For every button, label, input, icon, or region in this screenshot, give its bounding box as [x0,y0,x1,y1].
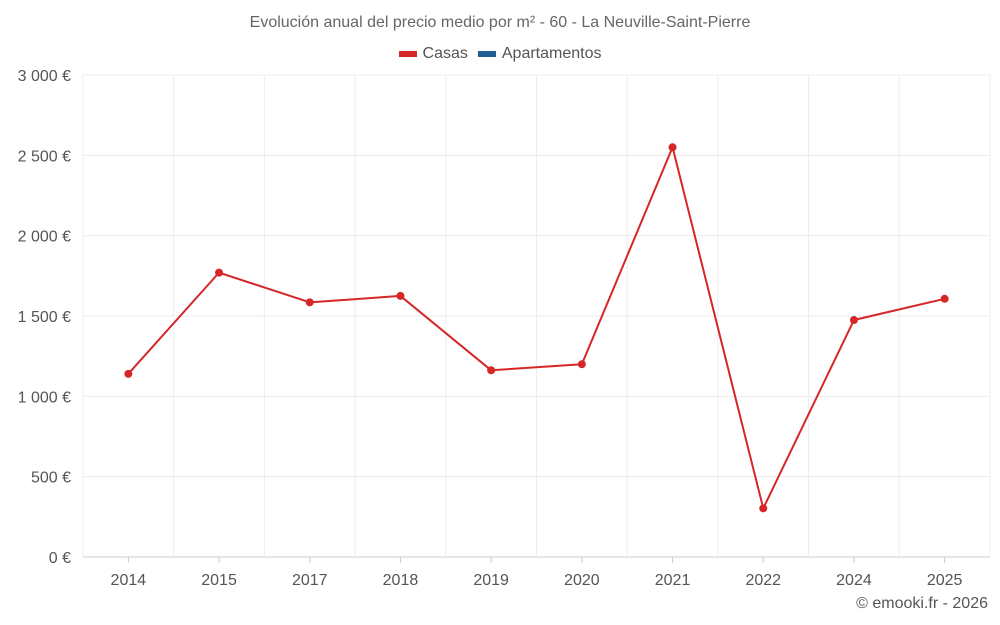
footer-credit: © emooki.fr - 2026 [856,595,988,612]
y-tick-label: 1 000 € [18,389,71,406]
legend-swatch-casas [398,51,417,57]
x-tick-label: 2014 [111,572,147,589]
legend-label-casas: Casas [422,45,468,62]
y-tick-label: 2 000 € [18,229,71,246]
legend-label-apartamentos: Apartamentos [501,45,602,62]
data-point-casas-2025 [940,294,949,303]
data-point-casas-2018 [396,291,405,300]
x-tick-label: 2024 [836,572,872,589]
y-tick-label: 1 500 € [18,309,71,326]
series-line-casas [127,146,945,510]
data-point-casas-2022 [759,504,768,513]
x-tick-label: 2020 [564,572,600,589]
y-tick-label: 500 € [31,470,71,487]
data-point-casas-2019 [487,366,496,375]
y-tick-label: 2 500 € [18,148,71,165]
x-tick-label: 2015 [201,572,237,589]
data-point-casas-2021 [668,143,677,152]
data-point-casas-2014 [124,369,133,378]
legend-item-apartamentos[interactable]: Apartamentos [477,45,602,63]
y-tick-label: 3 000 € [18,68,71,85]
x-tick-label: 2025 [927,572,963,589]
x-tick-label: 2019 [473,572,509,589]
x-tick-label: 2017 [292,572,328,589]
x-tick-label: 2018 [383,572,419,589]
x-tick-label: 2021 [655,572,691,589]
y-tick-label: 0 € [49,550,71,567]
legend-item-casas[interactable]: Casas [398,45,468,63]
x-tick-label: 2022 [745,572,781,589]
data-point-casas-2024 [849,316,858,325]
legend-swatch-apartamentos [477,51,496,57]
data-point-casas-2020 [577,360,586,369]
data-point-casas-2017 [305,298,314,307]
data-point-casas-2015 [215,268,224,277]
chart-title: Evolución anual del precio medio por m² … [249,14,751,31]
legend: Casas Apartamentos [0,45,1000,63]
